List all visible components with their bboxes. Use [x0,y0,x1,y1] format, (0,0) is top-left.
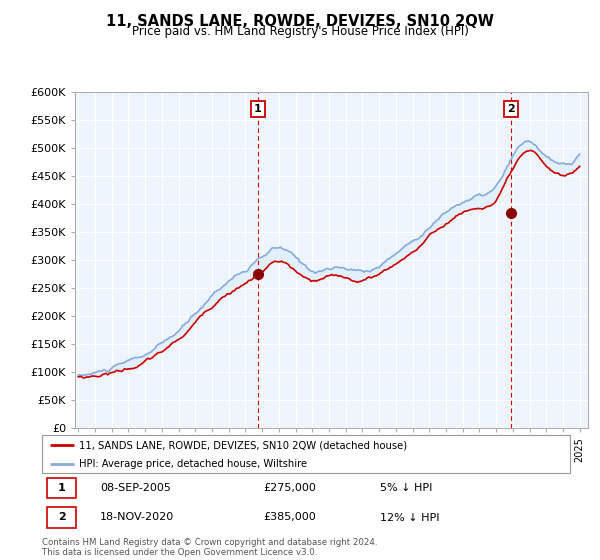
Text: £275,000: £275,000 [264,483,317,493]
FancyBboxPatch shape [42,435,570,473]
Text: 08-SEP-2005: 08-SEP-2005 [100,483,171,493]
Text: 12% ↓ HPI: 12% ↓ HPI [380,512,439,522]
Text: 2: 2 [58,512,65,522]
Text: £385,000: £385,000 [264,512,317,522]
Text: 18-NOV-2020: 18-NOV-2020 [100,512,175,522]
Text: 11, SANDS LANE, ROWDE, DEVIZES, SN10 2QW (detached house): 11, SANDS LANE, ROWDE, DEVIZES, SN10 2QW… [79,440,407,450]
Text: 1: 1 [254,104,262,114]
FancyBboxPatch shape [47,507,76,528]
Text: 2: 2 [507,104,515,114]
Text: 1: 1 [58,483,65,493]
Text: HPI: Average price, detached house, Wiltshire: HPI: Average price, detached house, Wilt… [79,459,307,469]
Text: Price paid vs. HM Land Registry's House Price Index (HPI): Price paid vs. HM Land Registry's House … [131,25,469,38]
Text: Contains HM Land Registry data © Crown copyright and database right 2024.
This d: Contains HM Land Registry data © Crown c… [42,538,377,557]
Text: 11, SANDS LANE, ROWDE, DEVIZES, SN10 2QW: 11, SANDS LANE, ROWDE, DEVIZES, SN10 2QW [106,14,494,29]
Text: 5% ↓ HPI: 5% ↓ HPI [380,483,432,493]
FancyBboxPatch shape [47,478,76,498]
